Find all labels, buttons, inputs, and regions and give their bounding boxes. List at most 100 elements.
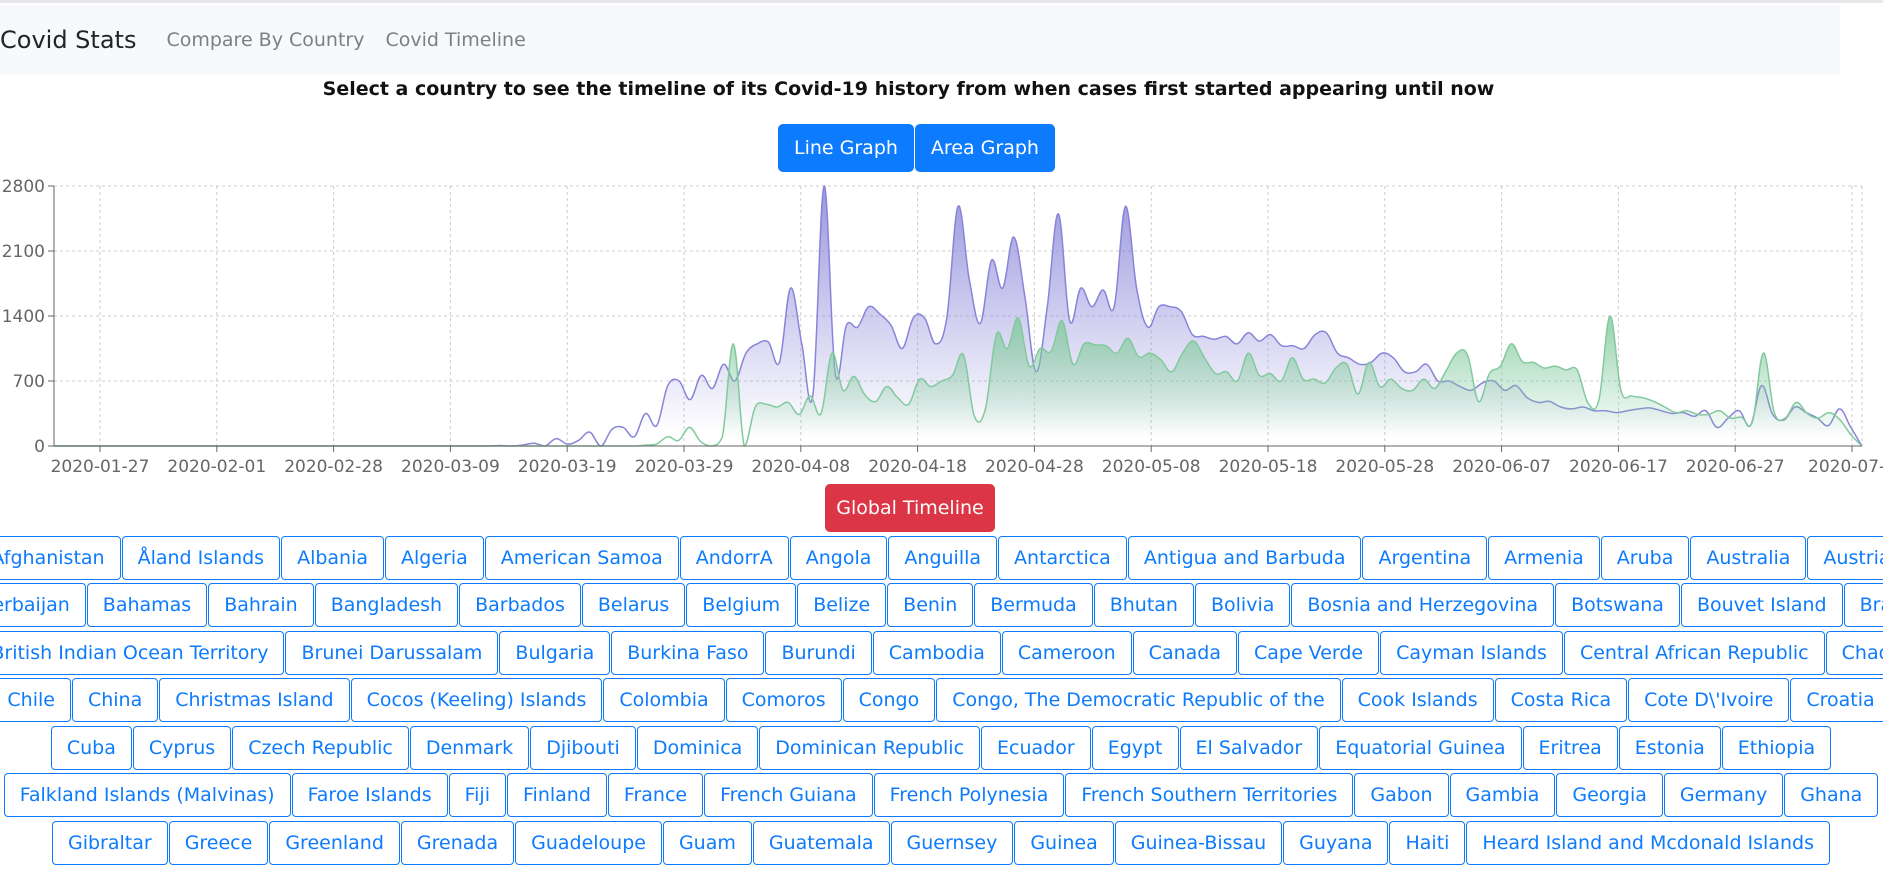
country-button[interactable]: France xyxy=(607,773,704,817)
country-button[interactable]: Burkina Faso xyxy=(611,630,765,675)
country-button[interactable]: Gabon xyxy=(1354,773,1449,817)
country-button[interactable]: Guam xyxy=(662,820,752,865)
country-button[interactable]: Bolivia xyxy=(1194,583,1291,627)
country-button[interactable]: Guatemala xyxy=(752,820,890,865)
country-button[interactable]: Ecuador xyxy=(981,725,1091,770)
country-button[interactable]: Antigua and Barbuda xyxy=(1127,535,1362,580)
country-button[interactable]: Belgium xyxy=(686,583,797,627)
country-button[interactable]: Equatorial Guinea xyxy=(1319,725,1522,770)
country-button[interactable]: Guinea xyxy=(1014,820,1114,865)
country-button[interactable]: Faroe Islands xyxy=(291,773,448,817)
country-button[interactable]: Georgia xyxy=(1556,773,1663,817)
country-button[interactable]: El Salvador xyxy=(1179,725,1319,770)
country-button[interactable]: Costa Rica xyxy=(1494,678,1628,722)
country-button[interactable]: Egypt xyxy=(1091,725,1179,770)
country-button[interactable]: Haiti xyxy=(1389,820,1466,865)
country-button[interactable]: Fiji xyxy=(448,773,506,817)
country-button[interactable]: Bulgaria xyxy=(499,630,611,675)
country-button[interactable]: Congo, The Democratic Republic of the xyxy=(936,678,1341,722)
country-button[interactable]: Cuba xyxy=(50,725,132,770)
country-button[interactable]: Dominica xyxy=(636,725,759,770)
nav-link-timeline[interactable]: Covid Timeline xyxy=(385,29,526,51)
country-button[interactable]: Ghana xyxy=(1784,773,1879,817)
country-button[interactable]: Algeria xyxy=(385,535,484,580)
country-button[interactable]: Canada xyxy=(1132,630,1237,675)
country-button[interactable]: Aruba xyxy=(1600,535,1690,580)
country-button[interactable]: Cameroon xyxy=(1001,630,1132,675)
country-button[interactable]: French Southern Territories xyxy=(1065,773,1354,817)
brand-logo[interactable]: Covid Stats xyxy=(0,26,137,54)
country-button[interactable]: French Polynesia xyxy=(873,773,1065,817)
country-button[interactable]: Gibraltar xyxy=(51,820,168,865)
country-button[interactable]: Angola xyxy=(789,535,888,580)
country-button[interactable]: Dominican Republic xyxy=(759,725,981,770)
country-button[interactable]: Bosnia and Herzegovina xyxy=(1291,583,1555,627)
country-button[interactable]: Christmas Island xyxy=(159,678,350,722)
country-button[interactable]: Bermuda xyxy=(974,583,1093,627)
country-button[interactable]: Bangladesh xyxy=(314,583,459,627)
country-button[interactable]: Eritrea xyxy=(1522,725,1618,770)
country-button[interactable]: Guinea-Bissau xyxy=(1114,820,1283,865)
country-button[interactable]: Azerbaijan xyxy=(0,583,86,627)
line-graph-button[interactable]: Line Graph xyxy=(778,124,914,172)
country-button[interactable]: Brazil xyxy=(1843,583,1883,627)
country-button[interactable]: Botswana xyxy=(1555,583,1680,627)
country-button[interactable]: Armenia xyxy=(1488,535,1600,580)
country-button[interactable]: Cayman Islands xyxy=(1380,630,1563,675)
country-button[interactable]: Czech Republic xyxy=(232,725,409,770)
country-button[interactable]: Guadeloupe xyxy=(515,820,662,865)
country-button[interactable]: Åland Islands xyxy=(121,535,281,580)
country-button[interactable]: Guyana xyxy=(1283,820,1389,865)
country-button[interactable]: Albania xyxy=(281,535,385,580)
country-button[interactable]: Finland xyxy=(507,773,607,817)
country-button[interactable]: French Guiana xyxy=(704,773,873,817)
country-button[interactable]: Croatia xyxy=(1790,678,1883,722)
country-button[interactable]: Cape Verde xyxy=(1237,630,1380,675)
country-button[interactable]: Djibouti xyxy=(530,725,636,770)
country-button[interactable]: Heard Island and Mcdonald Islands xyxy=(1466,820,1830,865)
country-button[interactable]: British Indian Ocean Territory xyxy=(0,630,285,675)
country-button[interactable]: Austria xyxy=(1807,535,1883,580)
country-button[interactable]: Cote D\'Ivoire xyxy=(1628,678,1790,722)
country-button[interactable]: Cook Islands xyxy=(1341,678,1494,722)
country-button[interactable]: AndorrA xyxy=(679,535,789,580)
country-button[interactable]: Greenland xyxy=(269,820,400,865)
country-button[interactable]: Barbados xyxy=(459,583,581,627)
country-button[interactable]: Belize xyxy=(797,583,887,627)
country-button[interactable]: Denmark xyxy=(409,725,530,770)
country-button[interactable]: Anguilla xyxy=(888,535,998,580)
country-button[interactable]: Argentina xyxy=(1362,535,1488,580)
country-button[interactable]: Chile xyxy=(0,678,71,722)
country-button[interactable]: Brunei Darussalam xyxy=(285,630,499,675)
country-button[interactable]: Bahamas xyxy=(86,583,208,627)
country-button[interactable]: Ethiopia xyxy=(1721,725,1832,770)
country-button[interactable]: Grenada xyxy=(400,820,515,865)
country-button[interactable]: China xyxy=(71,678,159,722)
country-button[interactable]: Bouvet Island xyxy=(1680,583,1843,627)
country-button[interactable]: Germany xyxy=(1663,773,1784,817)
country-button[interactable]: Comoros xyxy=(725,678,842,722)
country-button[interactable]: Falkland Islands (Malvinas) xyxy=(3,773,291,817)
country-button[interactable]: American Samoa xyxy=(484,535,679,580)
nav-link-compare[interactable]: Compare By Country xyxy=(166,29,365,51)
country-button[interactable]: Chad xyxy=(1825,630,1883,675)
country-button[interactable]: Antarctica xyxy=(998,535,1127,580)
country-button[interactable]: Benin xyxy=(887,583,974,627)
country-button[interactable]: Cambodia xyxy=(872,630,1001,675)
country-button[interactable]: Guernsey xyxy=(890,820,1014,865)
country-button[interactable]: Congo xyxy=(842,678,936,722)
country-button[interactable]: Afghanistan xyxy=(0,535,121,580)
area-graph-button[interactable]: Area Graph xyxy=(914,124,1055,172)
country-button[interactable]: Burundi xyxy=(765,630,872,675)
country-button[interactable]: Cocos (Keeling) Islands xyxy=(350,678,603,722)
country-button[interactable]: Bahrain xyxy=(208,583,314,627)
country-button[interactable]: Estonia xyxy=(1618,725,1721,770)
country-button[interactable]: Gambia xyxy=(1449,773,1556,817)
country-button[interactable]: Colombia xyxy=(603,678,725,722)
country-button[interactable]: Cyprus xyxy=(132,725,232,770)
country-button[interactable]: Central African Republic xyxy=(1563,630,1825,675)
country-button[interactable]: Belarus xyxy=(581,583,686,627)
country-button[interactable]: Bhutan xyxy=(1093,583,1194,627)
country-button[interactable]: Australia xyxy=(1690,535,1807,580)
country-button[interactable]: Greece xyxy=(168,820,269,865)
